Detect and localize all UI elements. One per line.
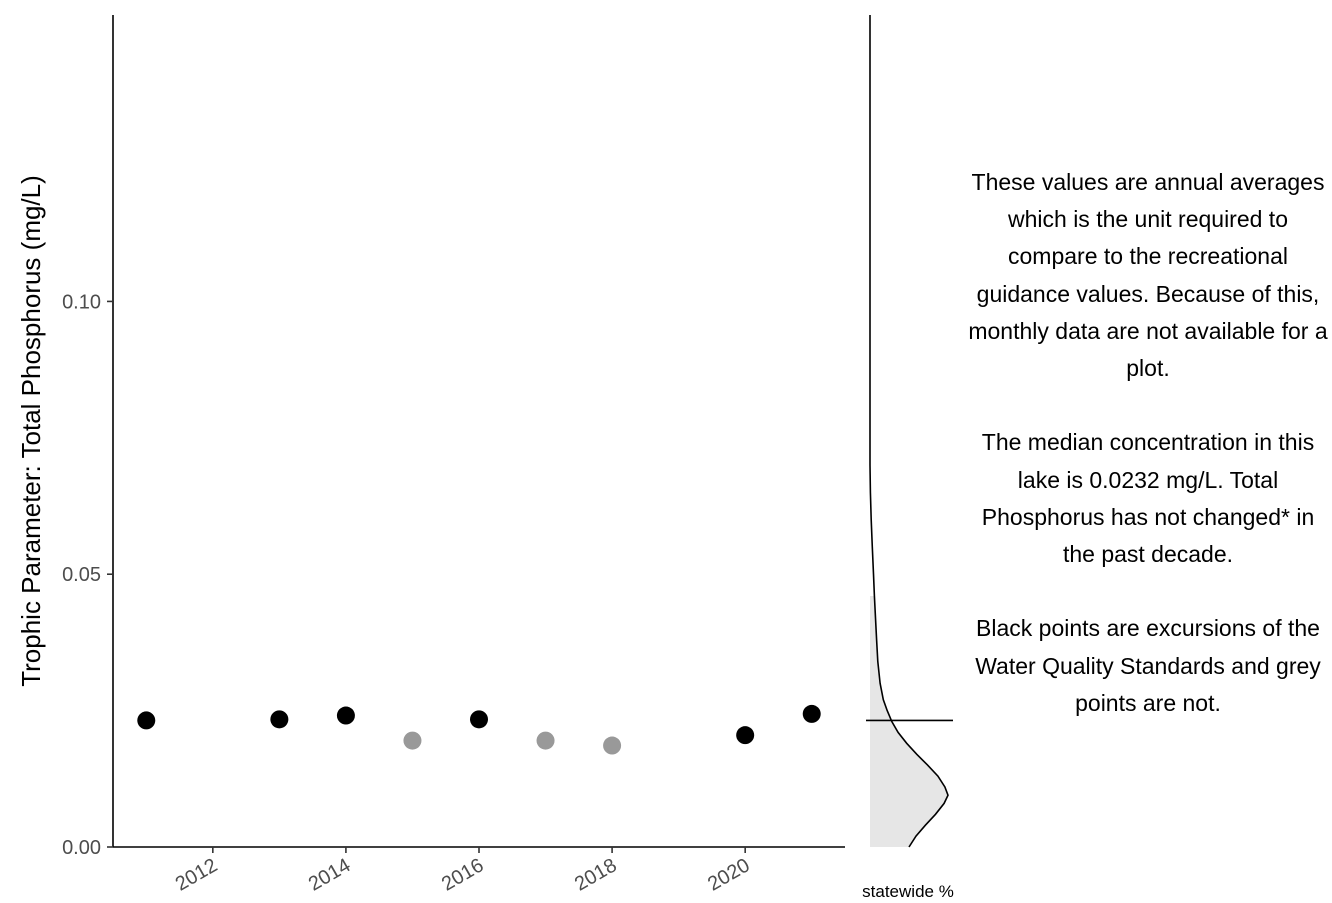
density-panel: statewide %	[862, 15, 954, 901]
density-x-label: statewide %	[862, 882, 954, 901]
annotation-paragraph: Black points are excursions of the Water…	[975, 615, 1321, 716]
data-point-2017	[536, 731, 555, 750]
y-tick-label: 0.00	[62, 837, 101, 859]
data-point-2015	[403, 731, 422, 750]
x-tick-label: 2012	[172, 854, 222, 895]
annotation-paragraph: These values are annual averages which i…	[968, 169, 1328, 382]
density-curve	[869, 15, 949, 848]
y-tick-label: 0.10	[62, 291, 101, 313]
y-ticks: 0.00 0.05 0.10	[62, 291, 113, 859]
x-ticks: 2012 2014 2016 2018 2020	[172, 847, 754, 896]
scatter-panel: 0.00 0.05 0.10 2012 2014 2016 2018 2020 Trophi…	[16, 15, 845, 896]
data-point-2021	[802, 704, 821, 723]
y-tick-label: 0.05	[62, 564, 101, 586]
x-tick-label: 2016	[438, 854, 488, 895]
data-point-2020	[736, 726, 755, 745]
x-tick-label: 2014	[305, 854, 355, 895]
data-point-2011	[137, 711, 156, 730]
density-fill-area	[870, 596, 948, 847]
data-point-2016	[470, 710, 488, 729]
data-point-2013	[270, 710, 289, 729]
y-axis-title: Trophic Parameter: Total Phosphorus (mg/…	[16, 175, 46, 687]
annotation-paragraph: The median concentration in this lake is…	[981, 429, 1315, 568]
scatter-points	[137, 704, 821, 755]
data-point-2018	[603, 736, 622, 755]
x-tick-label: 2020	[704, 854, 754, 895]
data-point-2014	[336, 706, 355, 725]
annotation-text: These values are annual averages which i…	[968, 164, 1328, 722]
x-tick-label: 2018	[571, 854, 621, 895]
